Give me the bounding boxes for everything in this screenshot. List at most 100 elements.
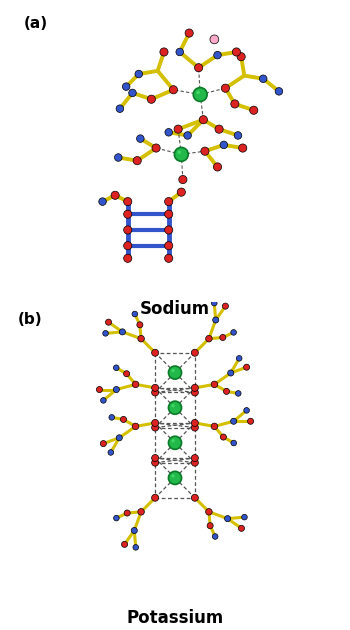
Circle shape (225, 515, 231, 522)
Circle shape (109, 415, 114, 420)
Circle shape (223, 388, 230, 394)
Circle shape (220, 335, 226, 340)
Circle shape (191, 349, 198, 356)
Circle shape (99, 198, 106, 205)
Text: Potassium: Potassium (126, 609, 224, 627)
Circle shape (152, 389, 159, 396)
Circle shape (120, 416, 127, 423)
Circle shape (136, 135, 144, 142)
Circle shape (184, 132, 191, 139)
Circle shape (207, 523, 213, 529)
Circle shape (133, 156, 141, 164)
Circle shape (168, 436, 182, 449)
Circle shape (160, 48, 168, 56)
Circle shape (152, 454, 159, 462)
Circle shape (236, 391, 241, 396)
Circle shape (206, 508, 212, 515)
Circle shape (164, 241, 173, 250)
Circle shape (232, 48, 240, 56)
Circle shape (250, 106, 258, 115)
Circle shape (111, 191, 119, 199)
Circle shape (108, 450, 114, 455)
Circle shape (199, 115, 208, 124)
Circle shape (221, 84, 230, 93)
Circle shape (168, 366, 182, 379)
Circle shape (138, 508, 144, 515)
Circle shape (168, 401, 182, 415)
Circle shape (119, 329, 125, 335)
Circle shape (122, 83, 130, 90)
Circle shape (247, 418, 254, 424)
Circle shape (191, 424, 198, 431)
Text: (a): (a) (24, 16, 48, 31)
Circle shape (129, 89, 136, 96)
Circle shape (124, 226, 132, 234)
Circle shape (214, 52, 221, 59)
Circle shape (244, 408, 250, 413)
Circle shape (113, 386, 119, 392)
Circle shape (137, 322, 143, 328)
Circle shape (103, 331, 108, 336)
Circle shape (213, 317, 219, 323)
Circle shape (212, 534, 218, 539)
Circle shape (231, 440, 237, 446)
Circle shape (191, 384, 198, 391)
Circle shape (172, 369, 175, 372)
Circle shape (228, 370, 234, 376)
Circle shape (114, 154, 122, 161)
Circle shape (169, 86, 177, 94)
Text: Sodium: Sodium (140, 300, 210, 318)
Circle shape (237, 52, 245, 60)
Circle shape (220, 434, 226, 440)
Circle shape (211, 423, 218, 430)
Circle shape (236, 355, 242, 361)
Circle shape (96, 386, 103, 392)
Circle shape (193, 88, 207, 101)
Circle shape (191, 454, 198, 462)
Circle shape (238, 525, 245, 531)
Circle shape (100, 398, 106, 403)
Circle shape (124, 198, 132, 206)
Circle shape (152, 144, 160, 152)
Circle shape (172, 439, 175, 442)
Circle shape (174, 125, 182, 134)
Circle shape (201, 147, 209, 156)
Circle shape (100, 440, 106, 447)
Circle shape (132, 311, 138, 317)
Circle shape (132, 381, 139, 387)
Circle shape (191, 495, 198, 501)
Circle shape (133, 544, 139, 550)
Circle shape (241, 514, 247, 520)
Circle shape (172, 404, 175, 408)
Circle shape (191, 459, 198, 466)
Circle shape (147, 95, 155, 103)
Circle shape (185, 29, 193, 37)
Circle shape (231, 329, 236, 335)
Circle shape (152, 495, 159, 501)
Circle shape (215, 125, 223, 134)
Circle shape (244, 364, 250, 370)
Circle shape (195, 64, 203, 72)
Circle shape (172, 474, 175, 478)
Circle shape (206, 335, 212, 342)
Circle shape (177, 188, 186, 197)
Circle shape (179, 175, 187, 184)
Circle shape (214, 163, 222, 171)
Circle shape (124, 370, 130, 377)
Circle shape (124, 210, 132, 219)
Circle shape (211, 301, 217, 306)
Circle shape (152, 349, 159, 356)
Circle shape (121, 541, 128, 547)
Circle shape (165, 129, 173, 136)
Text: (b): (b) (18, 312, 42, 327)
Circle shape (113, 365, 119, 370)
Circle shape (176, 48, 183, 55)
Circle shape (174, 147, 188, 161)
Circle shape (275, 88, 283, 95)
Circle shape (116, 105, 124, 112)
Circle shape (135, 71, 142, 77)
Circle shape (211, 381, 218, 387)
Circle shape (168, 471, 182, 484)
Circle shape (114, 515, 119, 521)
Circle shape (234, 132, 242, 139)
